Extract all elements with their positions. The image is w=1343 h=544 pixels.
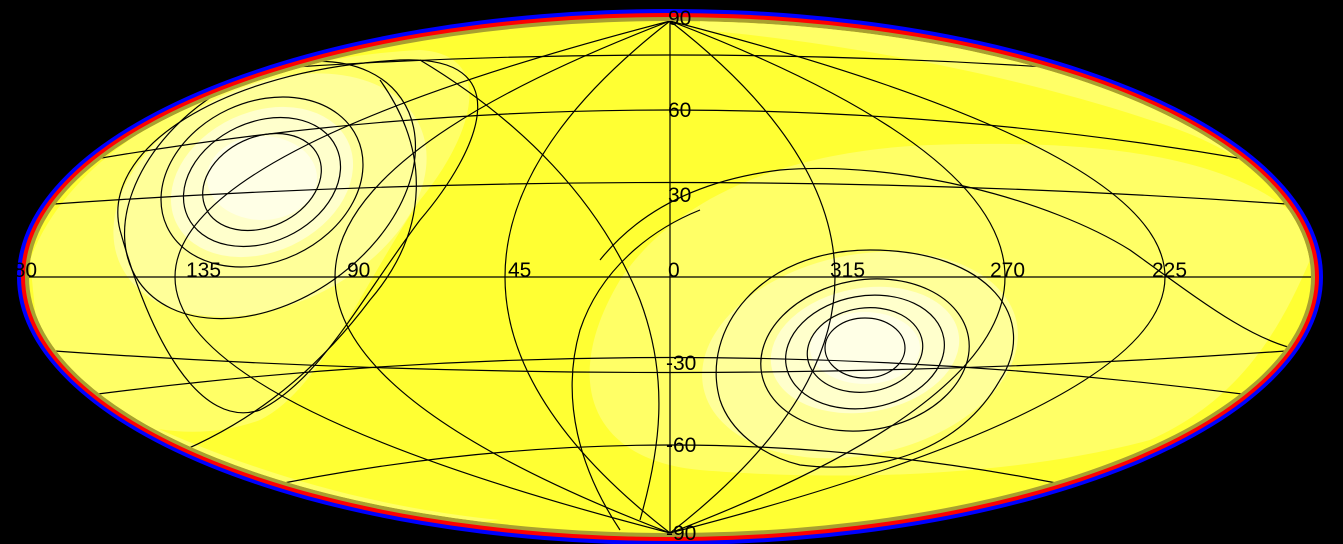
meridian-45 (504, 21, 671, 533)
lon-label-0: 0 (668, 259, 680, 282)
fill-region-north-band (700, 21, 1310, 250)
lon-label-270: 270 (990, 259, 1025, 282)
contour-west-3 (160, 96, 364, 268)
contour-east-2 (806, 307, 924, 393)
lat-label-60: 60 (668, 99, 691, 122)
lon-label-180: 180 (2, 259, 37, 282)
parallel-30-north (39, 181, 1301, 206)
contour-west-2 (182, 116, 342, 248)
meridian-135 (174, 21, 671, 533)
parallel-75-south (249, 444, 1091, 491)
contour-east-5 (715, 249, 1015, 468)
meridian-270 (669, 21, 1006, 533)
meridian-315 (669, 21, 836, 533)
lat-label-minus-30: -30 (666, 352, 696, 375)
tilted-line-b (159, 79, 417, 461)
lon-label-225: 225 (1152, 259, 1187, 282)
lat-label-90: 90 (668, 7, 691, 30)
meridian-90 (334, 21, 671, 533)
tilted-line-d (571, 209, 701, 531)
contour-lines (117, 59, 1015, 468)
longitude-labels: 180 135 90 45 0 315 270 225 (2, 259, 1187, 282)
meridian-225 (669, 21, 1166, 533)
lat-label-minus-90: -90 (666, 522, 696, 544)
lat-label-minus-60: -60 (666, 434, 696, 457)
fill-region-east-core (810, 312, 920, 384)
latitude-labels: 90 60 30 -30 -60 -90 (666, 7, 696, 544)
contour-west-5 (117, 59, 479, 414)
lon-label-315: 315 (830, 259, 865, 282)
fill-region-west-core (207, 136, 317, 220)
contour-west-1 (202, 132, 322, 232)
lon-label-45: 45 (508, 259, 531, 282)
lon-label-135: 135 (186, 259, 221, 282)
lat-label-30: 30 (668, 184, 691, 207)
tilted-line-a (419, 59, 660, 521)
parallel-30-south (39, 349, 1301, 374)
contour-east-3 (785, 294, 945, 410)
contour-east-1 (824, 317, 906, 379)
lon-label-90: 90 (347, 259, 370, 282)
parallel-60-south (89, 356, 1251, 396)
contour-east-4 (760, 278, 970, 432)
tilted-line-c (599, 167, 1301, 351)
graticule (29, 21, 1311, 533)
